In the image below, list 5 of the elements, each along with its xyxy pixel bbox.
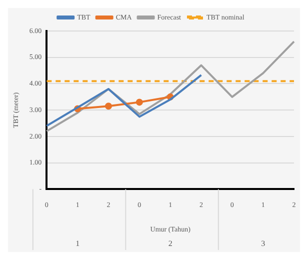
text: 1 xyxy=(76,239,80,248)
point xyxy=(136,98,143,106)
text: 3 xyxy=(261,239,266,248)
text: 2 xyxy=(168,239,172,248)
point xyxy=(104,102,112,110)
